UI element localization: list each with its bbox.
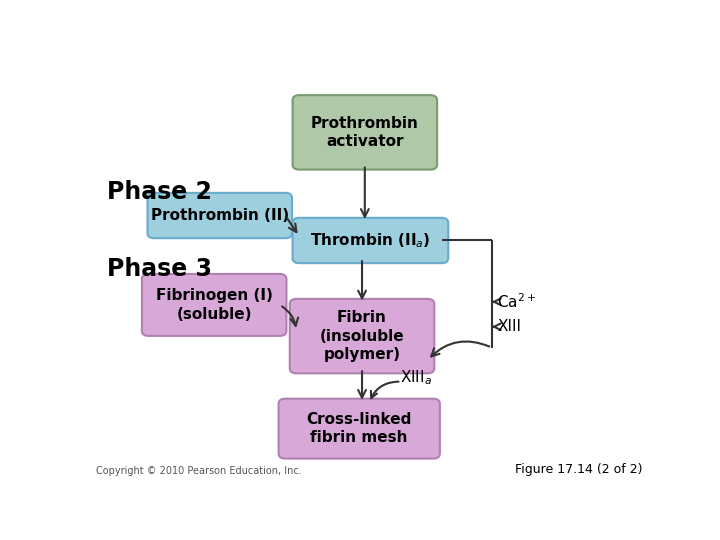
FancyBboxPatch shape — [148, 193, 292, 238]
Text: Fibrinogen (I)
(soluble): Fibrinogen (I) (soluble) — [156, 288, 273, 322]
Text: Fibrin
(insoluble
polymer): Fibrin (insoluble polymer) — [320, 310, 405, 362]
Text: Prothrombin (II): Prothrombin (II) — [150, 208, 289, 223]
Text: Ca$^{2+}$: Ca$^{2+}$ — [498, 293, 536, 311]
Text: Cross-linked
fibrin mesh: Cross-linked fibrin mesh — [307, 412, 412, 445]
Text: XIII$_a$: XIII$_a$ — [400, 368, 431, 387]
Text: Figure 17.14 (2 of 2): Figure 17.14 (2 of 2) — [515, 463, 642, 476]
FancyBboxPatch shape — [142, 274, 287, 336]
FancyBboxPatch shape — [289, 299, 434, 373]
Text: XIII: XIII — [498, 319, 521, 334]
FancyBboxPatch shape — [292, 218, 449, 263]
Text: Phase 3: Phase 3 — [107, 256, 212, 281]
Text: Prothrombin
activator: Prothrombin activator — [311, 116, 419, 149]
Text: Copyright © 2010 Pearson Education, Inc.: Copyright © 2010 Pearson Education, Inc. — [96, 465, 302, 476]
Text: Thrombin (II$_a$): Thrombin (II$_a$) — [310, 231, 431, 250]
FancyBboxPatch shape — [279, 399, 440, 458]
Text: Phase 2: Phase 2 — [107, 180, 212, 204]
FancyBboxPatch shape — [292, 95, 437, 170]
